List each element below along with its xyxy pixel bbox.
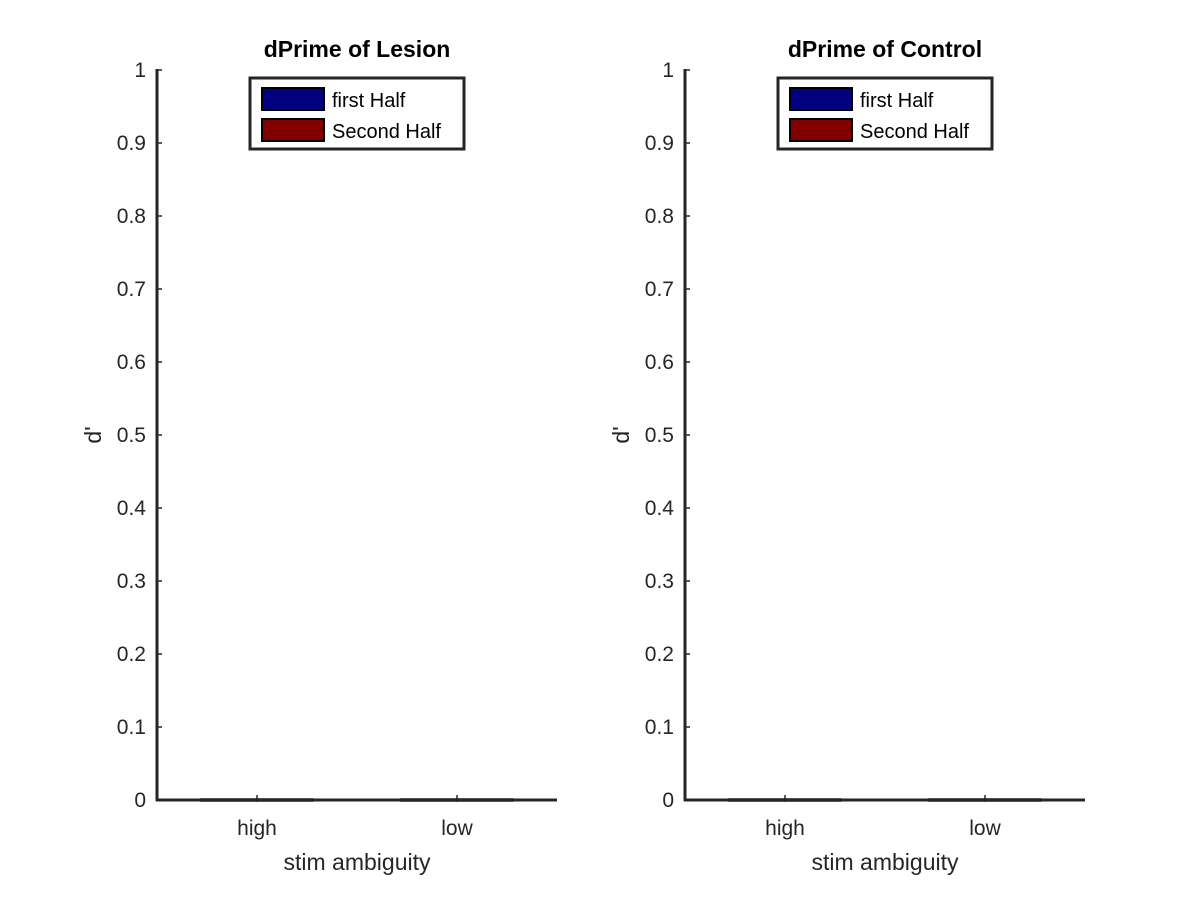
chart-1-ylabel: d' bbox=[608, 426, 634, 443]
chart-0-xlabel: stim ambiguity bbox=[284, 849, 431, 875]
chart-0-ytick-label: 1 bbox=[134, 59, 146, 82]
chart-0-ytick-label: 0.7 bbox=[117, 278, 146, 301]
chart-1-legend: first Half Second Half bbox=[776, 76, 994, 151]
chart-1-xtick-label: low bbox=[969, 817, 1001, 840]
chart-1-title: dPrime of Control bbox=[788, 36, 982, 62]
chart-1-legend-label: first Half bbox=[860, 90, 934, 112]
chart-0-ytick-label: 0.9 bbox=[117, 132, 146, 155]
chart-0-ylabel: d' bbox=[80, 426, 106, 443]
chart-1-xlabel: stim ambiguity bbox=[812, 849, 959, 875]
chart-1-legend-label: Second Half bbox=[860, 121, 969, 143]
chart-1-ytick-label: 0.3 bbox=[645, 570, 674, 593]
chart-0-ytick-label: 0.8 bbox=[117, 205, 146, 228]
chart-0-ytick-label: 0.3 bbox=[117, 570, 146, 593]
chart-0-legend: first Half Second Half bbox=[248, 76, 466, 151]
chart-1-ytick-label: 0.5 bbox=[645, 424, 674, 447]
chart-1-xtick-label: high bbox=[765, 817, 805, 840]
chart-1-ytick-label: 0.8 bbox=[645, 205, 674, 228]
chart-0-ytick-label: 0.4 bbox=[117, 497, 147, 520]
chart-1-legend-swatch bbox=[789, 87, 853, 111]
chart-0-ytick-label: 0 bbox=[134, 789, 146, 812]
chart-0-legend-swatch bbox=[261, 87, 325, 111]
chart-1-ytick-label: 0.6 bbox=[645, 351, 674, 374]
chart-1-panel: dPrime of Control 0 0.1 0.2 0.3 0.4 0.5 0.6 0.7 0… bbox=[608, 36, 1085, 875]
chart-1-legend-swatch bbox=[789, 118, 853, 142]
chart-0-ytick-label: 0.5 bbox=[117, 424, 146, 447]
chart-0-xtick-label: high bbox=[237, 817, 277, 840]
chart-0-legend-label: first Half bbox=[332, 90, 406, 112]
chart-1-ytick-label: 1 bbox=[662, 59, 674, 82]
chart-1-ytick-label: 0.4 bbox=[645, 497, 675, 520]
chart-0-ytick-label: 0.2 bbox=[117, 643, 146, 666]
chart-0-legend-label: Second Half bbox=[332, 121, 441, 143]
chart-0-panel: dPrime of Lesion 0 0.1 0.2 0.3 0.4 0.5 0.6 0.7 0.… bbox=[80, 36, 557, 875]
chart-0-ytick-label: 0.1 bbox=[117, 716, 146, 739]
chart-0-title: dPrime of Lesion bbox=[264, 36, 451, 62]
chart-1-ytick-label: 0.2 bbox=[645, 643, 674, 666]
chart-1-ytick-label: 0.1 bbox=[645, 716, 674, 739]
chart-1-ytick-label: 0.7 bbox=[645, 278, 674, 301]
chart-1-ytick-label: 0 bbox=[662, 789, 674, 812]
chart-0-legend-swatch bbox=[261, 118, 325, 142]
chart-0-ytick-label: 0.6 bbox=[117, 351, 146, 374]
chart-0-xtick-label: low bbox=[441, 817, 473, 840]
chart-1-ytick-label: 0.9 bbox=[645, 132, 674, 155]
